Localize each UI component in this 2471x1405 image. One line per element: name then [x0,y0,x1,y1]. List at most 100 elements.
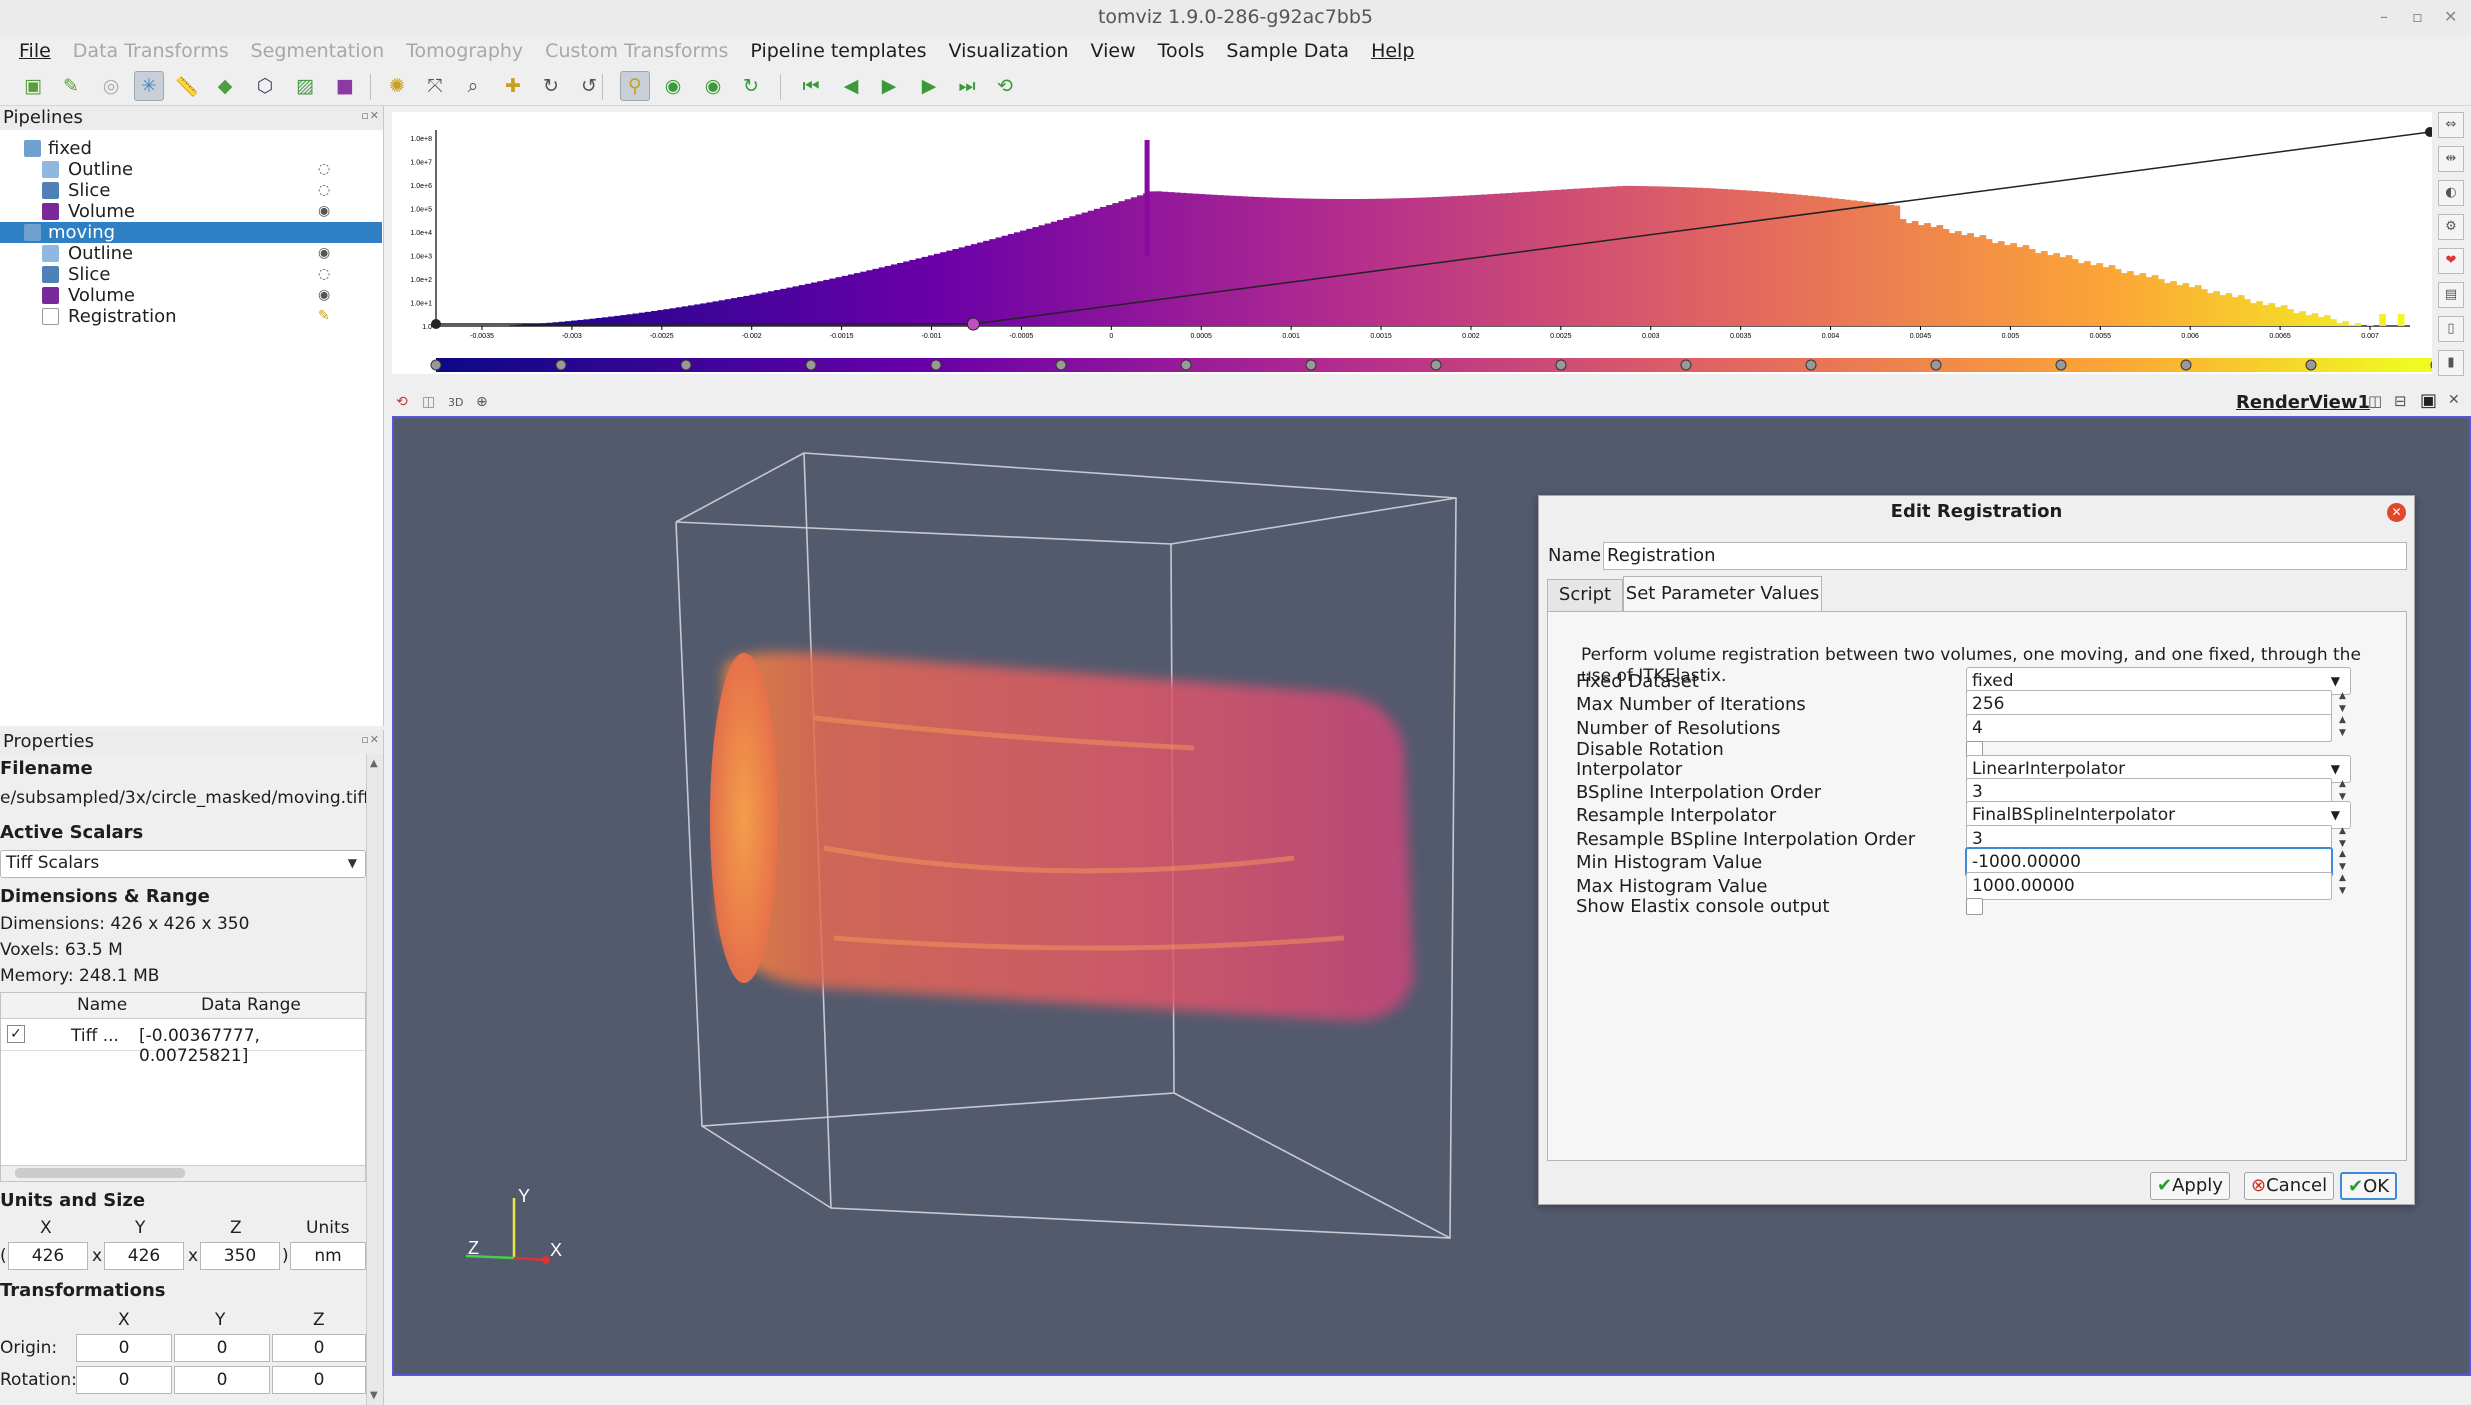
color-node[interactable] [805,359,817,371]
name-input[interactable]: Registration [1603,542,2407,570]
color-node[interactable] [1805,359,1817,371]
color-node[interactable] [1305,359,1317,371]
spin-arrows-icon[interactable]: ▲ ▼ [2339,779,2346,802]
menu-file[interactable]: File [19,40,51,62]
opacity-icon[interactable]: ▯ [2438,316,2464,342]
close-view-icon[interactable]: ✕ [2448,392,2460,408]
ruler-icon[interactable]: 📏 [175,75,199,98]
custom-range-icon[interactable]: ⇹ [2438,146,2464,172]
loop-icon[interactable]: ⟲ [997,75,1013,97]
tree-item-volume[interactable]: Volume ◉ [0,201,382,222]
eye-open-icon[interactable]: ◉ [318,245,331,261]
size-z-input[interactable]: 350 [200,1242,280,1270]
spin-arrows-icon[interactable]: ▲ ▼ [2339,691,2346,714]
menu-view[interactable]: View [1090,40,1136,62]
cube-slice-icon[interactable]: ▨ [296,75,314,97]
size-y-input[interactable]: 426 [104,1242,184,1270]
menu-tools[interactable]: Tools [1157,40,1205,62]
color-node[interactable] [555,359,567,371]
origin-z-input[interactable]: 0 [272,1334,366,1362]
color-node[interactable] [430,359,442,371]
preset-icon[interactable]: ❤ [2438,248,2464,274]
origin-x-input[interactable]: 0 [76,1334,172,1362]
tree-item-outline[interactable]: Outline ◉ [0,243,382,264]
reset-camera-icon[interactable]: ⤧ [427,75,443,97]
split-vertical-icon[interactable]: ⊟ [2394,392,2407,410]
color-node[interactable] [1055,359,1067,371]
rotation-y-input[interactable]: 0 [174,1366,270,1394]
param-input-number-of-resolutions[interactable]: 4 [1966,714,2332,742]
spin-arrows-icon[interactable]: ▲ ▼ [2339,849,2346,872]
gradient-icon[interactable]: ▮ [2438,350,2464,376]
zoom-icon[interactable]: ⊕ [476,394,488,410]
invert-icon[interactable]: ◐ [2438,180,2464,206]
magic-wand-icon[interactable]: ✺ [389,75,405,97]
axes-icon[interactable]: ✳ [134,71,164,101]
close-window-button[interactable]: ✕ [2444,7,2458,26]
rotation-z-input[interactable]: 0 [272,1366,366,1394]
zoom-to-box-icon[interactable]: ⌕ [467,75,479,97]
color-node[interactable] [1430,359,1442,371]
tree-item-registration[interactable]: Registration ✎ [0,306,382,327]
settings-icon[interactable]: ⚙ [2438,214,2464,240]
dialog-close-icon[interactable]: ✕ [2387,503,2406,522]
refresh-2-icon[interactable]: ◉ [704,75,722,97]
param-input-max-number-of-iterations[interactable]: 256 [1966,690,2332,718]
tab-script[interactable]: Script [1547,579,1623,611]
eye-closed-icon[interactable]: ◌ [318,182,331,198]
first-frame-icon[interactable]: ⏮ [802,75,820,97]
tree-item-slice[interactable]: Slice ◌ [0,180,382,201]
rotation-x-input[interactable]: 0 [76,1366,172,1394]
param-input-max-histogram-value[interactable]: 1000.00000 [1966,872,2332,900]
cube-icon[interactable]: ⬡ [256,75,274,97]
open-data-icon[interactable]: ▣ [24,75,42,97]
active-scalars-select[interactable]: Tiff Scalars ▼ [0,850,366,878]
color-node[interactable] [1930,359,1942,371]
rotate-plus90-icon[interactable]: ↻ [543,75,559,97]
minimize-button[interactable]: – [2380,7,2388,26]
color-node[interactable] [1680,359,1692,371]
split-horizontal-icon[interactable]: ◫ [2368,392,2383,410]
color-node[interactable] [680,359,692,371]
tab-set-parameter-values[interactable]: Set Parameter Values [1623,576,1822,612]
purple-cube-icon[interactable]: ■ [336,75,354,97]
units-input[interactable]: nm [290,1242,366,1270]
opacity-node[interactable] [966,317,980,331]
menu-visualization[interactable]: Visualization [948,40,1069,62]
eye-open-icon[interactable]: ◉ [318,287,331,303]
tree-item-slice[interactable]: Slice ◌ [0,264,382,285]
refresh-icon[interactable]: ◉ [664,75,682,97]
prev-frame-icon[interactable]: ◀ [843,75,859,97]
opacity-node[interactable] [2425,127,2435,137]
color-node[interactable] [1180,359,1192,371]
origin-y-input[interactable]: 0 [174,1334,270,1362]
save-preset-icon[interactable]: ▤ [2438,282,2464,308]
eye-open-icon[interactable]: ◉ [318,203,331,219]
menu-help[interactable]: Help [1371,40,1415,62]
tree-item-volume[interactable]: Volume ◉ [0,285,382,306]
color-node[interactable] [2055,359,2067,371]
scrollbar-thumb[interactable] [15,1168,185,1178]
ok-button[interactable]: ✔OK [2340,1172,2398,1200]
row-checkbox[interactable]: ✓ [7,1025,25,1043]
edit-pencil-icon[interactable]: ✎ [318,308,330,324]
reset-icon[interactable]: ◎ [102,75,120,97]
maximize-button[interactable]: ▫ [2412,7,2423,26]
eye-closed-icon[interactable]: ◌ [318,161,331,177]
maximize-view-icon[interactable]: ▣ [2420,390,2438,411]
eye-closed-icon[interactable]: ◌ [318,266,331,282]
histogram-chart[interactable]: 1.0e+8 1.0e+7 1.0e+6 1.0e+5 1.0e+4 1.0e+3 1.0e… [392,112,2442,374]
color-node[interactable] [930,359,942,371]
next-frame-icon[interactable]: ▶ [921,75,937,97]
measure-icon[interactable]: ◆ [217,75,233,97]
spin-arrows-icon[interactable]: ▲ ▼ [2339,715,2346,738]
tree-item-outline[interactable]: Outline ◌ [0,159,382,180]
color-node[interactable] [2305,359,2317,371]
tree-item-fixed[interactable]: fixed [0,138,382,159]
param-select-resample-interpolator[interactable]: FinalBSplineInterpolator ▼ [1966,801,2351,829]
spin-arrows-icon[interactable]: ▲ ▼ [2339,873,2346,896]
size-x-input[interactable]: 426 [8,1242,88,1270]
cancel-button[interactable]: ⊗Cancel [2244,1172,2335,1200]
last-frame-icon[interactable]: ⏭ [958,75,976,97]
menu-sample-data[interactable]: Sample Data [1226,40,1350,62]
